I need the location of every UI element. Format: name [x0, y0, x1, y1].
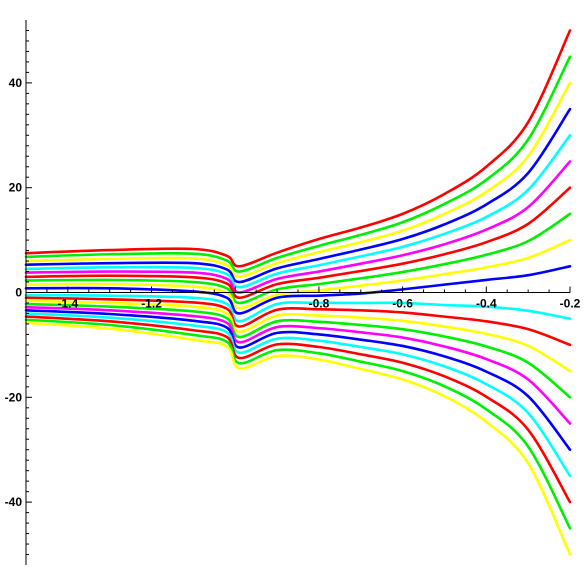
axis-ticks: [25, 29, 571, 556]
x-tick-label: -0.6: [392, 297, 413, 311]
y-tick-label: 0: [15, 286, 22, 300]
series-line-2: [24, 55, 572, 273]
series-line-14: [24, 302, 572, 399]
series-line-16: [24, 309, 572, 452]
x-tick-label: -0.8: [309, 297, 330, 311]
series-curves: [24, 29, 572, 556]
y-tick-label: 20: [9, 181, 23, 195]
series-line-11: [24, 293, 572, 323]
series-line-18: [24, 315, 572, 504]
axis-tick-labels: -1.4 -1.2 -0.8 -0.6 -0.4 -0.2 40 20 0 -20 -40: [5, 76, 581, 509]
series-line-10: [24, 265, 572, 315]
series-line-17: [24, 312, 572, 478]
y-tick-label: -20: [5, 390, 23, 404]
series-line-13: [24, 299, 572, 373]
x-tick-label: -0.4: [476, 297, 497, 311]
series-line-7: [24, 186, 572, 300]
x-tick-label: -1.4: [58, 297, 79, 311]
series-line-8: [24, 212, 572, 305]
y-tick-label: -40: [5, 495, 23, 509]
y-tick-label: 40: [9, 76, 23, 90]
series-line-6: [24, 160, 572, 294]
x-tick-label: -0.2: [560, 297, 581, 311]
series-line-9: [24, 238, 572, 310]
series-line-20: [24, 321, 572, 556]
x-tick-label: -1.2: [141, 297, 162, 311]
series-line-1: [24, 29, 572, 268]
series-line-12: [24, 296, 572, 347]
series-line-19: [24, 318, 572, 530]
series-line-4: [24, 107, 572, 284]
series-line-5: [24, 133, 572, 289]
series-line-3: [24, 81, 572, 279]
series-line-15: [24, 305, 572, 425]
